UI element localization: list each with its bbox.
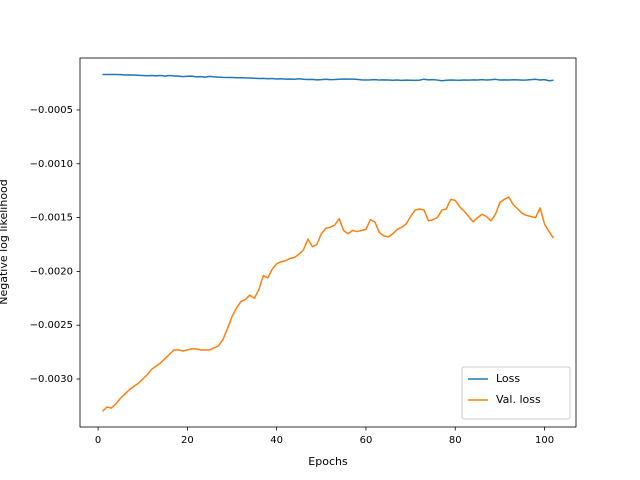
- legend-label: Loss: [496, 372, 520, 385]
- legend-label: Val. loss: [496, 393, 541, 406]
- x-tick-label: 20: [181, 435, 194, 446]
- plot-frame: [79, 57, 577, 428]
- x-tick-label: 80: [449, 435, 462, 446]
- x-tick-label: 0: [95, 435, 101, 446]
- x-tick-label: 100: [535, 435, 554, 446]
- y-tick-label: −0.0025: [30, 320, 73, 331]
- y-tick-label: −0.0010: [30, 159, 73, 170]
- x-tick-label: 40: [270, 435, 283, 446]
- y-tick-label: −0.0005: [30, 105, 73, 116]
- y-tick-label: −0.0020: [30, 266, 73, 277]
- series-line: [102, 196, 555, 412]
- y-tick-label: −0.0030: [30, 374, 73, 385]
- series-line: [102, 73, 554, 82]
- y-tick-label: −0.0015: [30, 213, 73, 224]
- x-axis-label: Epochs: [308, 455, 348, 468]
- x-tick-label: 60: [360, 435, 373, 446]
- legend-box: [461, 366, 571, 420]
- y-axis-label: Negative log likelihood: [0, 179, 10, 305]
